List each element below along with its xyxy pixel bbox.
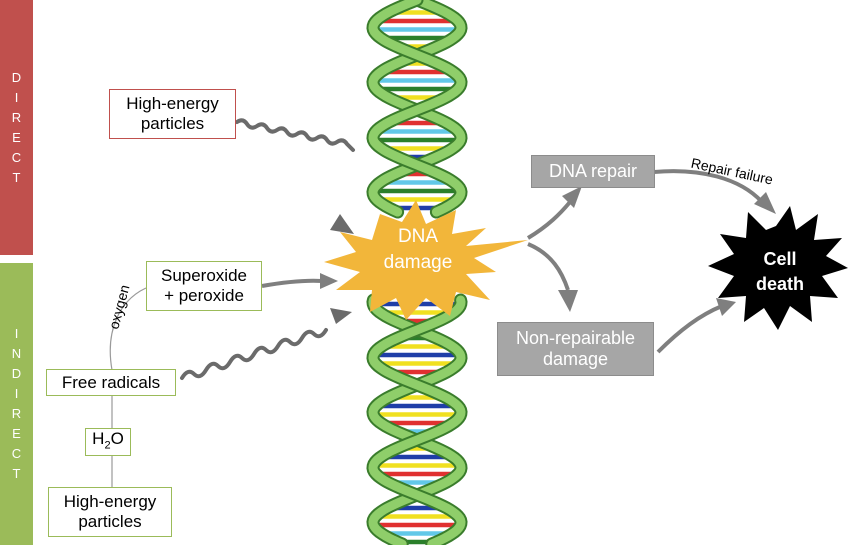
direct-letter: T [12,169,21,185]
indirect-section-bar: I N D I R E C T [0,263,33,545]
dna-repair-box: DNA repair [531,155,655,188]
dna-damage-label: damage [384,252,453,273]
water-box: H2O [85,428,131,456]
box-line: particles [78,512,142,531]
box-line: particles [140,114,205,133]
indirect-letter: T [12,466,21,481]
arrow-repair-failure [653,169,764,204]
wavy-arrow-indirect-head [330,308,352,324]
direct-letter: E [12,129,21,145]
arrow-to-repair-head [562,186,582,208]
indirect-letter: I [14,326,19,341]
direct-letter: C [11,149,22,165]
water-formula: H2O [92,429,124,455]
superoxide-peroxide-box: Superoxide + peroxide [146,261,262,311]
non-repairable-damage-box: Non-repairable damage [497,322,654,376]
dna-damage-label: DNA [398,226,438,247]
arrow-nonrepairable-death-head [716,298,736,316]
indirect-letter: E [12,426,21,441]
wavy-arrow-direct [235,118,355,152]
water-h: H [92,428,105,448]
cell-death-label: death [756,274,804,294]
cell-death-burst [708,206,848,330]
dna-helix [366,0,468,545]
indirect-letter: N [11,346,22,361]
high-energy-particles-indirect-box: High-energy particles [48,487,172,537]
box-line: + peroxide [164,286,244,305]
water-subscript: 2 [104,439,111,452]
indirect-letter: C [11,446,22,461]
indirect-letter: D [11,366,22,381]
helix-strand [368,295,466,545]
arrow-to-nonrepairable [527,242,570,291]
box-line: Free radicals [61,372,161,392]
direct-section-bar: D I R E C T [0,0,33,255]
box-line: damage [542,349,609,369]
cell-death-label: Cell [763,249,796,269]
direct-letter: R [11,109,22,125]
high-energy-particles-direct-box: High-energy particles [109,89,236,139]
helix-strand [368,0,466,217]
indirect-letter: I [14,386,19,401]
helix-strand [368,0,466,217]
box-line: High-energy [63,492,157,511]
box-line: Superoxide [160,266,247,285]
wavy-arrow-indirect [180,328,328,380]
free-radicals-box: Free radicals [46,369,176,396]
direct-letter: I [14,89,19,105]
direct-letter: D [11,69,22,85]
wavy-arrow-direct-head [330,214,354,234]
arrow-to-repair [526,200,572,240]
indirect-letter: R [11,406,22,421]
water-o: O [110,428,124,448]
box-line: Non-repairable [515,328,636,348]
superoxide-arrow-head [320,273,338,289]
arrow-to-nonrepairable-head [558,290,578,312]
box-line: DNA repair [548,161,638,181]
oxygen-label: oxygen [105,283,132,331]
helix-strand [368,295,466,545]
oxygen-connector [109,287,147,371]
box-line: High-energy [126,94,219,113]
arrow-nonrepairable-death [656,304,723,354]
arrow-repair-failure-head [754,192,776,214]
dna-damage-burst [324,200,528,320]
superoxide-arrow [261,278,323,288]
